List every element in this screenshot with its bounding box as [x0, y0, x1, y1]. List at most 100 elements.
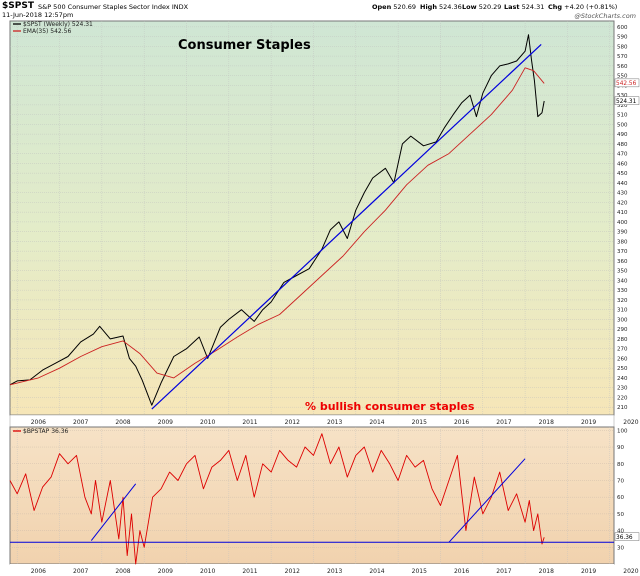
- price-y-tick-label: 430: [617, 191, 628, 197]
- price-y-tick-label: 400: [617, 220, 628, 226]
- price-y-tick-label: 480: [617, 142, 628, 148]
- ema-series-line: [9, 67, 545, 386]
- price-y-tick-label: 560: [617, 64, 628, 70]
- bullish-x-tick-label: 2020: [623, 568, 638, 575]
- bullish-trendline_up_2008: [90, 483, 137, 541]
- ema-legend-label: EMA(35) 542.56: [23, 28, 71, 35]
- bullish-x-tick-label: 2011: [242, 568, 257, 575]
- bullish-annotation: % bullish consumer staples: [305, 400, 475, 413]
- price-legend-label: $SPST (Weekly) 524.31: [23, 21, 93, 28]
- price-x-tick-label: 2019: [581, 419, 596, 426]
- description-label: S&P 500 Consumer Staples Sector Index IN…: [38, 3, 189, 11]
- open-label: Open 520.69: [372, 3, 417, 11]
- price-x-tick-label: 2012: [285, 419, 300, 426]
- price-y-tick-label: 210: [617, 405, 628, 411]
- price-y-tick-label: 460: [617, 161, 628, 167]
- price-x-tick-label: 2007: [73, 419, 88, 426]
- chart-header: $SPST S&P 500 Consumer Staples Sector In…: [0, 1, 640, 11]
- ema-last-value: 542.56: [614, 78, 640, 88]
- bullish-axis-strip: [10, 564, 614, 576]
- symbol-label: $SPST: [2, 1, 34, 11]
- price-last-value-text: 524.31: [616, 99, 637, 105]
- price-x-tick-label: 2017: [496, 419, 511, 426]
- price-y-tick-label: 440: [617, 181, 628, 187]
- price-y-tick-label: 420: [617, 200, 628, 206]
- price-x-tick-label: 2014: [369, 419, 384, 426]
- price-y-tick-label: 580: [617, 44, 628, 50]
- bullish-x-tick-label: 2016: [454, 568, 469, 575]
- bullish-y-tick-label: 40: [617, 529, 624, 535]
- price-y-tick-label: 300: [617, 317, 628, 323]
- price-axis-strip: [9, 414, 615, 428]
- price-y-tick-label: 270: [617, 347, 628, 353]
- bullish-last-value-box: [614, 532, 640, 541]
- bullish-y-tick-label: 60: [617, 495, 624, 501]
- bullish-y-tick-label: 70: [617, 478, 624, 484]
- bullish-x-tick-label: 2014: [369, 568, 384, 575]
- bullish-x-tick-label: 2007: [73, 568, 88, 575]
- bullish-last-value: 36.36: [614, 532, 640, 541]
- price-y-tick-label: 500: [617, 122, 628, 128]
- price-y-tick-label: 290: [617, 327, 628, 333]
- bullish-last-value-text: 36.36: [616, 535, 633, 541]
- price-y-tick-label: 330: [617, 288, 628, 294]
- price-y-tick-label: 260: [617, 356, 628, 362]
- price-y-tick-label: 340: [617, 278, 628, 284]
- bullish-x-tick-label: 2008: [115, 568, 130, 575]
- bullish-legend: $BPSTAP 36.36: [13, 428, 69, 435]
- price-y-tick-label: 470: [617, 152, 628, 158]
- price-x-tick-label: 2015: [412, 419, 427, 426]
- price-y-tick-label: 550: [617, 74, 628, 80]
- bullish-y-tick-label: 50: [617, 512, 624, 518]
- bullish-panel-background: [9, 426, 615, 565]
- bullish-y-tick-label: 30: [617, 545, 624, 551]
- bullish-x-tick-label: 2006: [31, 568, 46, 575]
- bullish-x-tick-label: 2017: [496, 568, 511, 575]
- price-x-tick-label: 2018: [539, 419, 554, 426]
- price-y-tick-label: 450: [617, 171, 628, 177]
- bullish-x-tick-label: 2013: [327, 568, 342, 575]
- ema-last-value-text: 542.56: [616, 81, 637, 87]
- price-legend: $SPST (Weekly) 524.31 EMA(35) 542.56: [13, 21, 93, 35]
- price-y-tick-label: 410: [617, 210, 628, 216]
- price-y-tick-label: 590: [617, 35, 628, 41]
- bullish-x-tick-label: 2015: [412, 568, 427, 575]
- price-y-tick-label: 360: [617, 259, 628, 265]
- price-y-tick-label: 220: [617, 395, 628, 401]
- price-y-tick-label: 600: [617, 25, 628, 31]
- price-x-tick-label: 2016: [454, 419, 469, 426]
- price-y-tick-label: 520: [617, 103, 628, 109]
- bullish-legend-label: $BPSTAP 36.36: [23, 428, 69, 435]
- price-x-tick-label: 2009: [158, 419, 173, 426]
- price-y-tick-label: 310: [617, 308, 628, 314]
- price-y-tick-label: 350: [617, 269, 628, 275]
- bullish-y-tick-label: 80: [617, 462, 624, 468]
- bullish-x-tick-label: 2009: [158, 568, 173, 575]
- low-label: Low 520.29: [462, 3, 502, 11]
- ema-last-value-box: [614, 78, 640, 88]
- price-y-tick-label: 230: [617, 386, 628, 392]
- bullish-y-tick-label: 90: [617, 445, 624, 451]
- price-y-tick-label: 390: [617, 230, 628, 236]
- price-y-tick-label: 320: [617, 298, 628, 304]
- price-y-tick-label: 280: [617, 337, 628, 343]
- price-x-tick-label: 2020: [623, 419, 638, 426]
- price-x-tick-label: 2006: [31, 419, 46, 426]
- price-y-tick-label: 380: [617, 239, 628, 245]
- price-y-tick-label: 570: [617, 54, 628, 60]
- watermark: @StockCharts.com: [574, 12, 636, 20]
- last-label: Last 524.31: [504, 3, 545, 11]
- price-panel-background: [9, 20, 615, 416]
- chart-title: Consumer Staples: [178, 38, 311, 53]
- price-y-tick-label: 240: [617, 376, 628, 382]
- price-y-tick-label: 490: [617, 132, 628, 138]
- price-y-tick-label: 530: [617, 93, 628, 99]
- price-last-value-box: [614, 96, 640, 105]
- bullish-series-line: [9, 433, 545, 565]
- date-label: 11-Jun-2018 12:57pm: [2, 11, 74, 19]
- price-x-tick-label: 2013: [327, 419, 342, 426]
- bullish-x-tick-label: 2010: [200, 568, 215, 575]
- price-x-tick-label: 2008: [115, 419, 130, 426]
- chg-label: Chg +4.20 (+0.81%): [548, 3, 618, 11]
